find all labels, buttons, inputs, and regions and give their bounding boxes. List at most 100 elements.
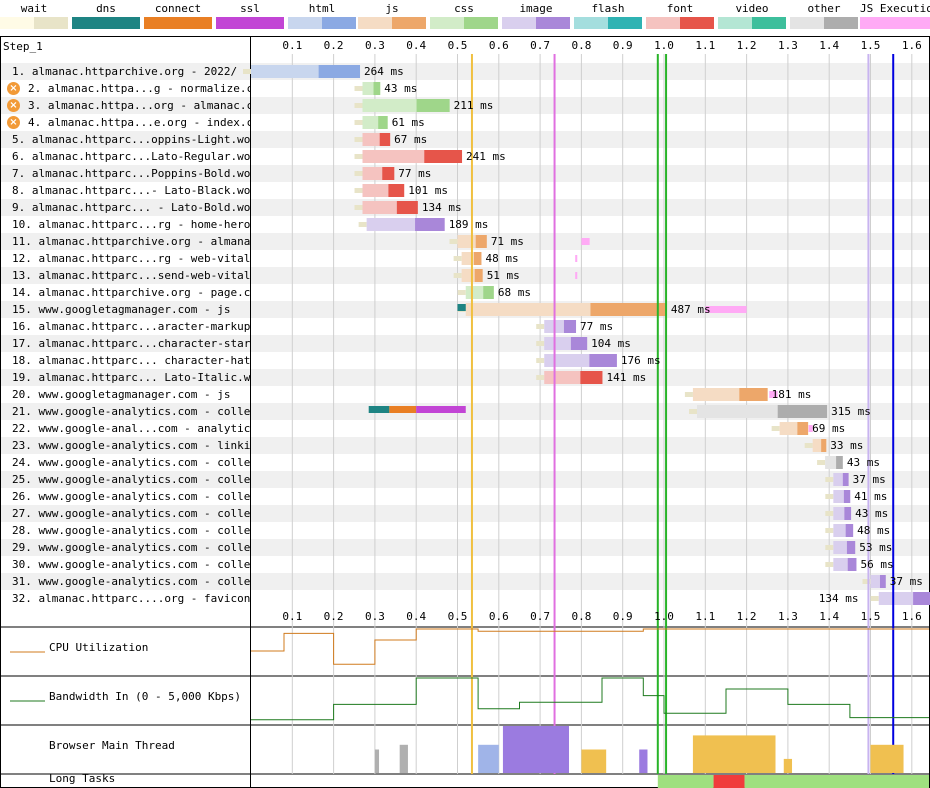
tick-label: 0.6 (488, 39, 509, 52)
request-bar (833, 541, 847, 554)
legend-swatch (72, 17, 140, 29)
legend-label: dns (96, 2, 116, 15)
tick-label: 0.4 (406, 39, 427, 52)
request-bar (544, 337, 571, 350)
legend-swatch (144, 17, 212, 29)
request-label[interactable]: 11. almanac.httparchive.org - almanac.js (12, 235, 250, 248)
request-label[interactable]: 17. almanac.httparc...character-star.png (12, 337, 250, 350)
wait-bar (354, 154, 363, 159)
duration-label: 487 ms (670, 303, 711, 316)
download-bar (843, 490, 851, 503)
request-label[interactable]: 31. www.google-analytics.com - collect (12, 575, 250, 588)
request-label[interactable]: 18. almanac.httparc... character-hat.png (12, 354, 250, 367)
tick-label: 0.3 (364, 610, 385, 623)
download-bar (318, 65, 361, 78)
request-label[interactable]: 21. www.google-analytics.com - collect (12, 405, 250, 418)
request-label[interactable]: 26. www.google-analytics.com - collect (12, 490, 250, 503)
request-label[interactable]: 24. www.google-analytics.com - collect (12, 456, 250, 469)
main-thread-activity (374, 749, 380, 773)
request-label[interactable]: 25. www.google-analytics.com - collect (12, 473, 250, 486)
main-thread-activity (783, 758, 793, 773)
request-label[interactable]: 1. almanac.httparchive.org - 2022/ (12, 65, 238, 78)
wait-bar (825, 545, 834, 550)
request-label[interactable]: 27. www.google-analytics.com - collect (12, 507, 250, 520)
legend-swatch (216, 17, 284, 29)
request-label[interactable]: 20. www.googletagmanager.com - js (12, 388, 231, 401)
request-label[interactable]: 8. almanac.httparc...- Lato-Black.woff2 (12, 184, 250, 197)
request-bar (362, 82, 374, 95)
request-label[interactable]: 12. almanac.httparc...rg - web-vitals.js (12, 252, 250, 265)
legend-wait: wait (0, 0, 68, 32)
tick-label: 0.2 (323, 39, 344, 52)
request-bar (465, 303, 591, 316)
request-label[interactable]: 29. www.google-analytics.com - collect (12, 541, 250, 554)
request-bar (251, 65, 319, 78)
request-label[interactable]: 28. www.google-analytics.com - collect (12, 524, 250, 537)
request-label[interactable]: 3. almanac.httpa...org - almanac.css (28, 99, 250, 112)
request-label[interactable]: 9. almanac.httparc... - Lato-Bold.woff2 (12, 201, 250, 214)
legend-js: js (358, 0, 426, 32)
wait-bar (457, 290, 466, 295)
request-label[interactable]: 6. almanac.httparc...Lato-Regular.woff2 (12, 150, 250, 163)
download-bar (836, 456, 843, 469)
request-label[interactable]: 13. almanac.httparc...send-web-vitals.js (12, 269, 250, 282)
wait-bar (536, 341, 545, 346)
main-thread-activity (478, 744, 499, 773)
request-label[interactable]: 32. almanac.httparc....org - favicon.ico (12, 592, 250, 605)
request-label[interactable]: 22. www.google-anal...com - analytics.js (12, 422, 250, 435)
duration-label: 67 ms (394, 133, 428, 146)
download-bar (842, 473, 849, 486)
tick-label: 0.1 (282, 610, 303, 623)
download-bar (777, 405, 828, 418)
request-label[interactable]: 5. almanac.httparc...oppins-Light.woff2 (12, 133, 250, 146)
request-label[interactable]: 10. almanac.httparc...rg - home-hero.png (12, 218, 250, 231)
legend-label: ssl (240, 2, 260, 15)
download-bar (580, 371, 603, 384)
duration-label: 264 ms (364, 65, 404, 78)
request-bar (362, 150, 425, 163)
row-stripe (0, 369, 930, 386)
duration-label: 134 ms (421, 201, 462, 214)
wait-bar (354, 205, 363, 210)
request-label[interactable]: 19. almanac.httparc... Lato-Italic.woff2 (12, 371, 250, 384)
legend-label: font (666, 2, 694, 15)
request-label[interactable]: 30. www.google-analytics.com - collect (12, 558, 250, 571)
download-bar (846, 541, 856, 554)
download-bar (879, 575, 886, 588)
request-label[interactable]: 7. almanac.httparc...Poppins-Bold.woff2 (12, 167, 250, 180)
duration-label: 43 ms (855, 507, 889, 520)
tick-label: 0.5 (447, 39, 468, 52)
request-bar (697, 405, 778, 418)
duration-label: 37 ms (852, 473, 886, 486)
waterfall-chart (0, 36, 930, 788)
main-thread-activity (502, 726, 570, 773)
request-label[interactable]: 23. www.google-analytics.com - linkid.js (12, 439, 250, 452)
request-label[interactable]: 14. almanac.httparchive.org - page.css (12, 286, 250, 299)
wait-bar (825, 562, 834, 567)
wait-bar (354, 103, 363, 108)
main-thread-label: Browser Main Thread (49, 739, 175, 752)
duration-label: 43 ms (846, 456, 880, 469)
download-bar (739, 388, 768, 401)
duration-label: 61 ms (391, 116, 425, 129)
duration-label: 77 ms (398, 167, 432, 180)
request-label[interactable]: 2. almanac.httpa...g - normalize.css (28, 82, 250, 95)
cpu-label: CPU Utilization (49, 641, 149, 654)
request-bar (692, 388, 740, 401)
legend-ssl: ssl (216, 0, 284, 32)
tick-label: 1.5 (860, 610, 881, 623)
tick-label: 1.5 (860, 39, 881, 52)
tick-label: 1.3 (777, 610, 798, 623)
duration-label: 33 ms (830, 439, 864, 452)
wait-bar (825, 494, 834, 499)
wait-bar (453, 273, 462, 278)
duration-label: 134 ms (818, 592, 859, 605)
request-bar (362, 116, 379, 129)
dns-bar (368, 406, 390, 413)
wait-bar (354, 120, 363, 125)
legend-swatch (358, 17, 426, 29)
request-label[interactable]: 16. almanac.httparc...aracter-markup.png (12, 320, 250, 333)
request-label[interactable]: 4. almanac.httpa...e.org - index.css (28, 116, 250, 129)
duration-label: 56 ms (860, 558, 894, 571)
request-label[interactable]: 15. www.googletagmanager.com - js (12, 303, 231, 316)
